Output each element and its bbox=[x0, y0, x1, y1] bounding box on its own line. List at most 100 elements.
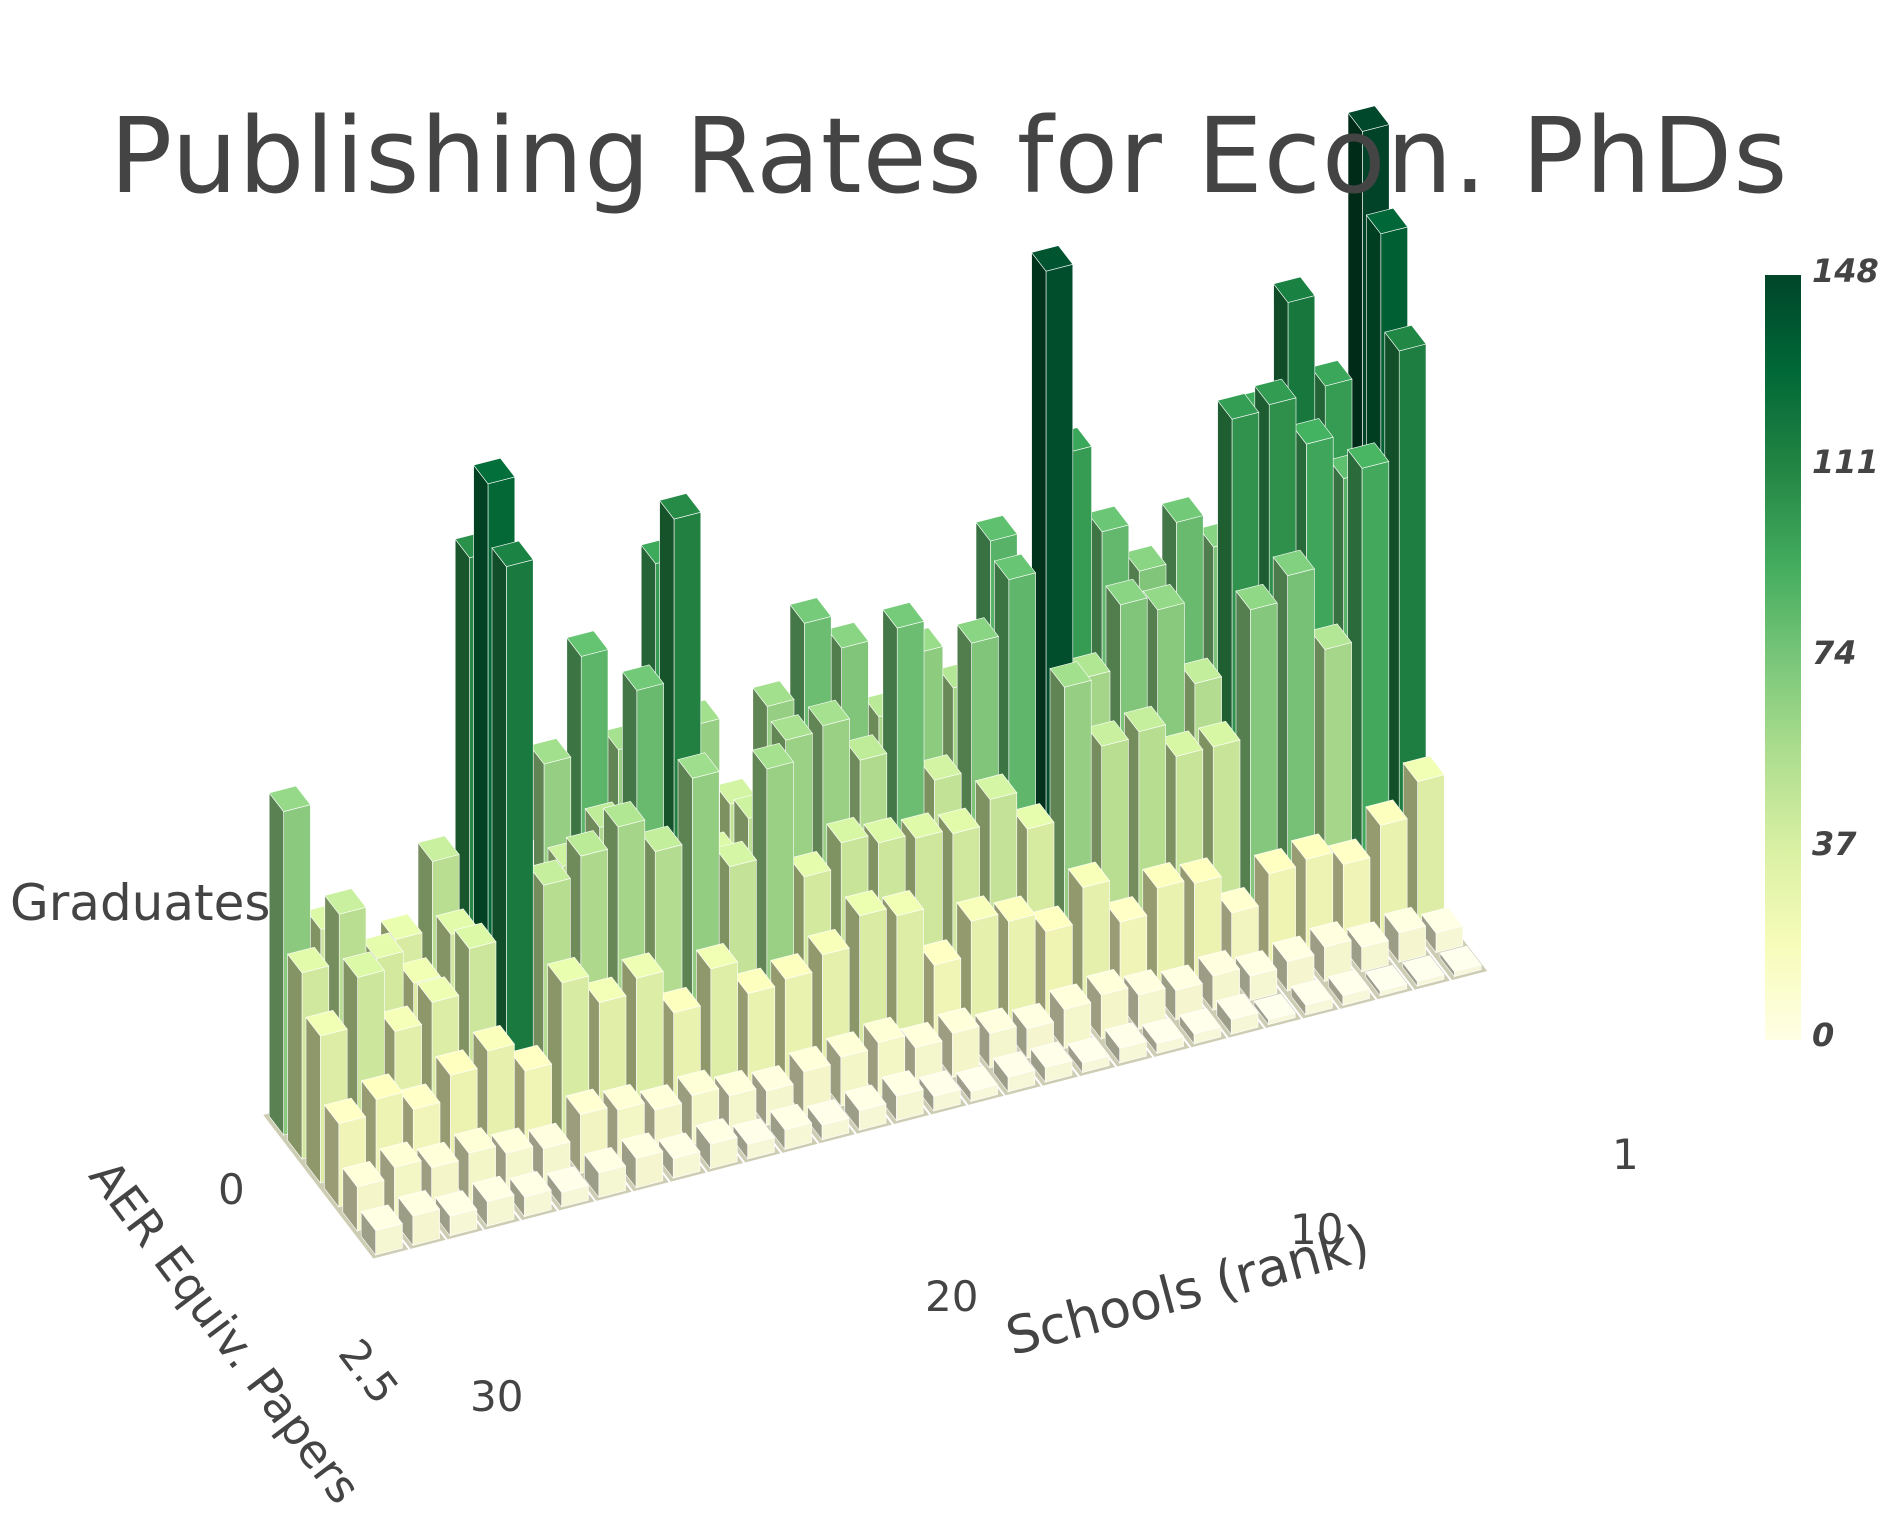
bar-face-top bbox=[1030, 1041, 1073, 1068]
bar-face-top bbox=[565, 1088, 608, 1115]
bar-face-top bbox=[1197, 949, 1241, 977]
bar-face-top bbox=[882, 602, 925, 629]
bar-face-top bbox=[361, 932, 404, 959]
bar-face-top bbox=[1328, 838, 1371, 865]
bar-face-top bbox=[491, 1127, 534, 1154]
bar-face-top bbox=[379, 1141, 422, 1168]
bar-school-1-row-4 bbox=[1421, 907, 1464, 954]
bar-school-2-row-5 bbox=[1402, 955, 1445, 988]
bar-face-top bbox=[1123, 705, 1167, 733]
bar-face-top bbox=[1160, 964, 1203, 991]
bar-face-top bbox=[863, 1016, 906, 1044]
bar-face-top bbox=[900, 812, 943, 839]
bar-face-top bbox=[1198, 720, 1241, 748]
bar-school-10-row-5 bbox=[1104, 1022, 1147, 1064]
bar-face-top bbox=[658, 986, 701, 1014]
bar-school-21-row-5 bbox=[695, 1118, 738, 1170]
bar-face-top bbox=[342, 951, 385, 978]
bar-face-top bbox=[807, 1099, 850, 1126]
bar-face-top bbox=[1179, 657, 1223, 684]
bar-face-top bbox=[826, 816, 869, 844]
bar-face-top bbox=[844, 1084, 887, 1111]
bar-face-top bbox=[732, 1118, 775, 1145]
bar-face-top bbox=[1402, 955, 1445, 982]
bar-school-7-row-5 bbox=[1216, 993, 1259, 1036]
bar-face-top bbox=[677, 1069, 720, 1096]
bar-school-29-row-5 bbox=[397, 1190, 441, 1247]
bar-face-top bbox=[881, 1070, 924, 1097]
bars-group bbox=[268, 105, 1482, 1256]
bar-face-top bbox=[472, 1175, 515, 1203]
bar-face-top bbox=[640, 825, 683, 852]
bar-face-top bbox=[1365, 799, 1408, 826]
bar-face-top bbox=[360, 1204, 403, 1231]
bar-face-top bbox=[1179, 857, 1222, 884]
bar-school-8-row-5 bbox=[1179, 1008, 1222, 1045]
bar-face-top bbox=[919, 754, 962, 781]
bar-face-top bbox=[1291, 418, 1334, 445]
bar-face-top bbox=[769, 1103, 813, 1131]
colorbar bbox=[1765, 275, 1801, 1040]
bar-face-top bbox=[1067, 1036, 1110, 1064]
bar-face-top bbox=[1291, 833, 1334, 860]
colorbar-tick-74: 74 bbox=[1812, 634, 1857, 672]
bar-face-top bbox=[788, 1045, 831, 1073]
bar-school-5-row-5 bbox=[1290, 979, 1333, 1016]
bar-school-23-row-5 bbox=[621, 1132, 664, 1189]
colorbar-tick-0: 0 bbox=[1812, 1016, 1835, 1054]
bar-face-top bbox=[491, 540, 534, 567]
bar-school-1-row-5 bbox=[1439, 945, 1482, 978]
bar-face-top bbox=[1309, 921, 1352, 948]
bar-face-top bbox=[1104, 1022, 1147, 1049]
bar-face-top bbox=[955, 1065, 999, 1092]
bar-school-4-row-5 bbox=[1327, 969, 1371, 1007]
bar-face-top bbox=[1141, 1017, 1185, 1044]
bar-school-8-row-4 bbox=[1160, 964, 1203, 1021]
bar-face-top bbox=[1384, 324, 1427, 352]
bar-face-top bbox=[845, 734, 888, 761]
bar-face-top bbox=[603, 800, 646, 828]
bar-face-top bbox=[1011, 1002, 1055, 1030]
bar-face-top bbox=[659, 493, 702, 520]
bar-face-top bbox=[993, 553, 1037, 581]
bar-face-top bbox=[1124, 545, 1167, 572]
bar3d-plot bbox=[261, 105, 1490, 1260]
bar-face-top bbox=[1309, 623, 1353, 650]
bar-face-top bbox=[1347, 442, 1390, 469]
bar-face-top bbox=[789, 850, 832, 878]
bar-school-24-row-5 bbox=[583, 1146, 627, 1199]
bar-face-top bbox=[1030, 905, 1073, 932]
bar-face-top bbox=[1365, 207, 1409, 235]
bar-face-top bbox=[1049, 661, 1092, 688]
bar-face-side bbox=[305, 1016, 321, 1184]
bar-face-top bbox=[1347, 105, 1390, 132]
colorbar-tick-148: 148 bbox=[1812, 252, 1879, 290]
bar-school-14-row-5 bbox=[955, 1065, 999, 1103]
bar-face-top bbox=[342, 1160, 385, 1188]
z-axis-label: Graduates bbox=[10, 874, 271, 932]
bar-school-12-row-5 bbox=[1030, 1041, 1073, 1084]
bar-face-top bbox=[547, 956, 590, 984]
bar-face-top bbox=[1049, 983, 1092, 1010]
bar-face-top bbox=[1254, 378, 1297, 406]
x-tick-1: 1 bbox=[1612, 1130, 1639, 1179]
bar-face-top bbox=[1235, 950, 1278, 977]
bar-school-11-row-5 bbox=[1067, 1036, 1110, 1074]
bar-face-top bbox=[975, 773, 1018, 800]
bar-face-top bbox=[509, 1171, 552, 1198]
bar-school-9-row-5 bbox=[1141, 1017, 1185, 1055]
bar-face-top bbox=[1142, 862, 1185, 889]
bar-face-top bbox=[1272, 549, 1315, 577]
bar-face-top bbox=[528, 859, 571, 886]
bar-school-2-row-4 bbox=[1383, 906, 1427, 964]
bar-face-top bbox=[844, 889, 887, 917]
bar-face-top bbox=[602, 1083, 645, 1111]
colorbar-tick-111: 111 bbox=[1812, 443, 1879, 481]
bar-face-top bbox=[956, 617, 999, 644]
bar-face-top bbox=[956, 895, 999, 922]
bar-face-top bbox=[1439, 945, 1482, 973]
bar-face-top bbox=[1421, 907, 1464, 934]
bar-school-1-row-3 bbox=[1402, 755, 1445, 930]
bar-school-26-row-5 bbox=[509, 1171, 552, 1218]
bar-face-top bbox=[565, 830, 609, 857]
